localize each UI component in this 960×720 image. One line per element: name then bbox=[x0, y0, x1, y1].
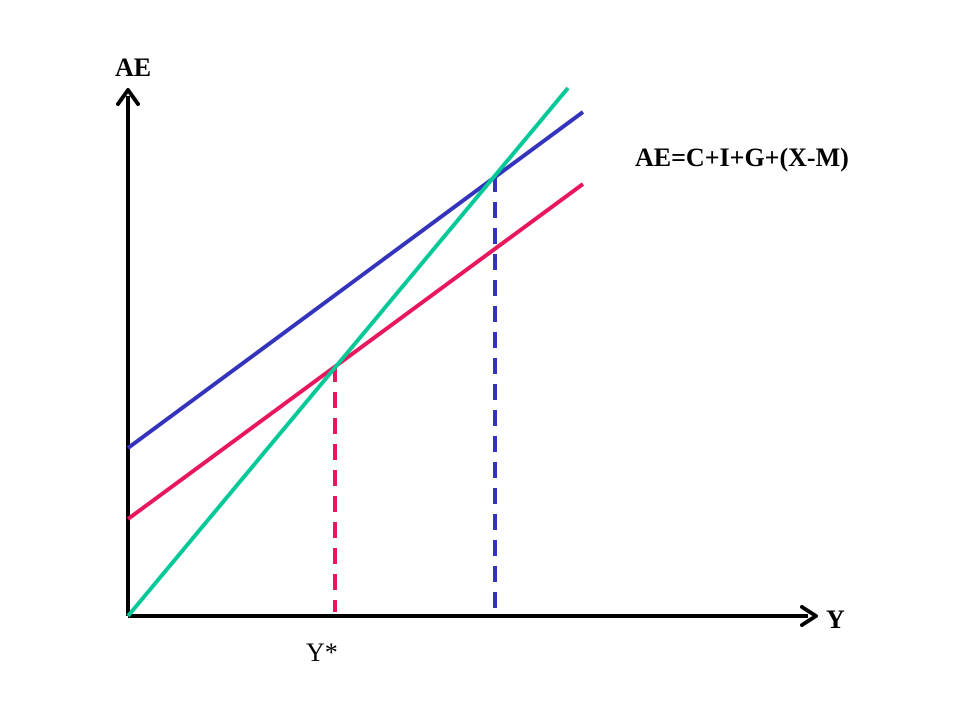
y-axis-label: AE bbox=[115, 53, 151, 82]
x-axis-label: Y bbox=[826, 605, 845, 634]
equilibrium-label: Y* bbox=[306, 638, 338, 667]
ae-line-high bbox=[126, 110, 585, 450]
forty-five-degree-line bbox=[126, 86, 570, 618]
ae-line-low bbox=[126, 182, 585, 521]
x-axis-arrowhead bbox=[800, 605, 818, 627]
y-axis-arrowhead bbox=[116, 88, 140, 106]
equation-label: AE=C+I+G+(X-M) bbox=[635, 143, 849, 172]
